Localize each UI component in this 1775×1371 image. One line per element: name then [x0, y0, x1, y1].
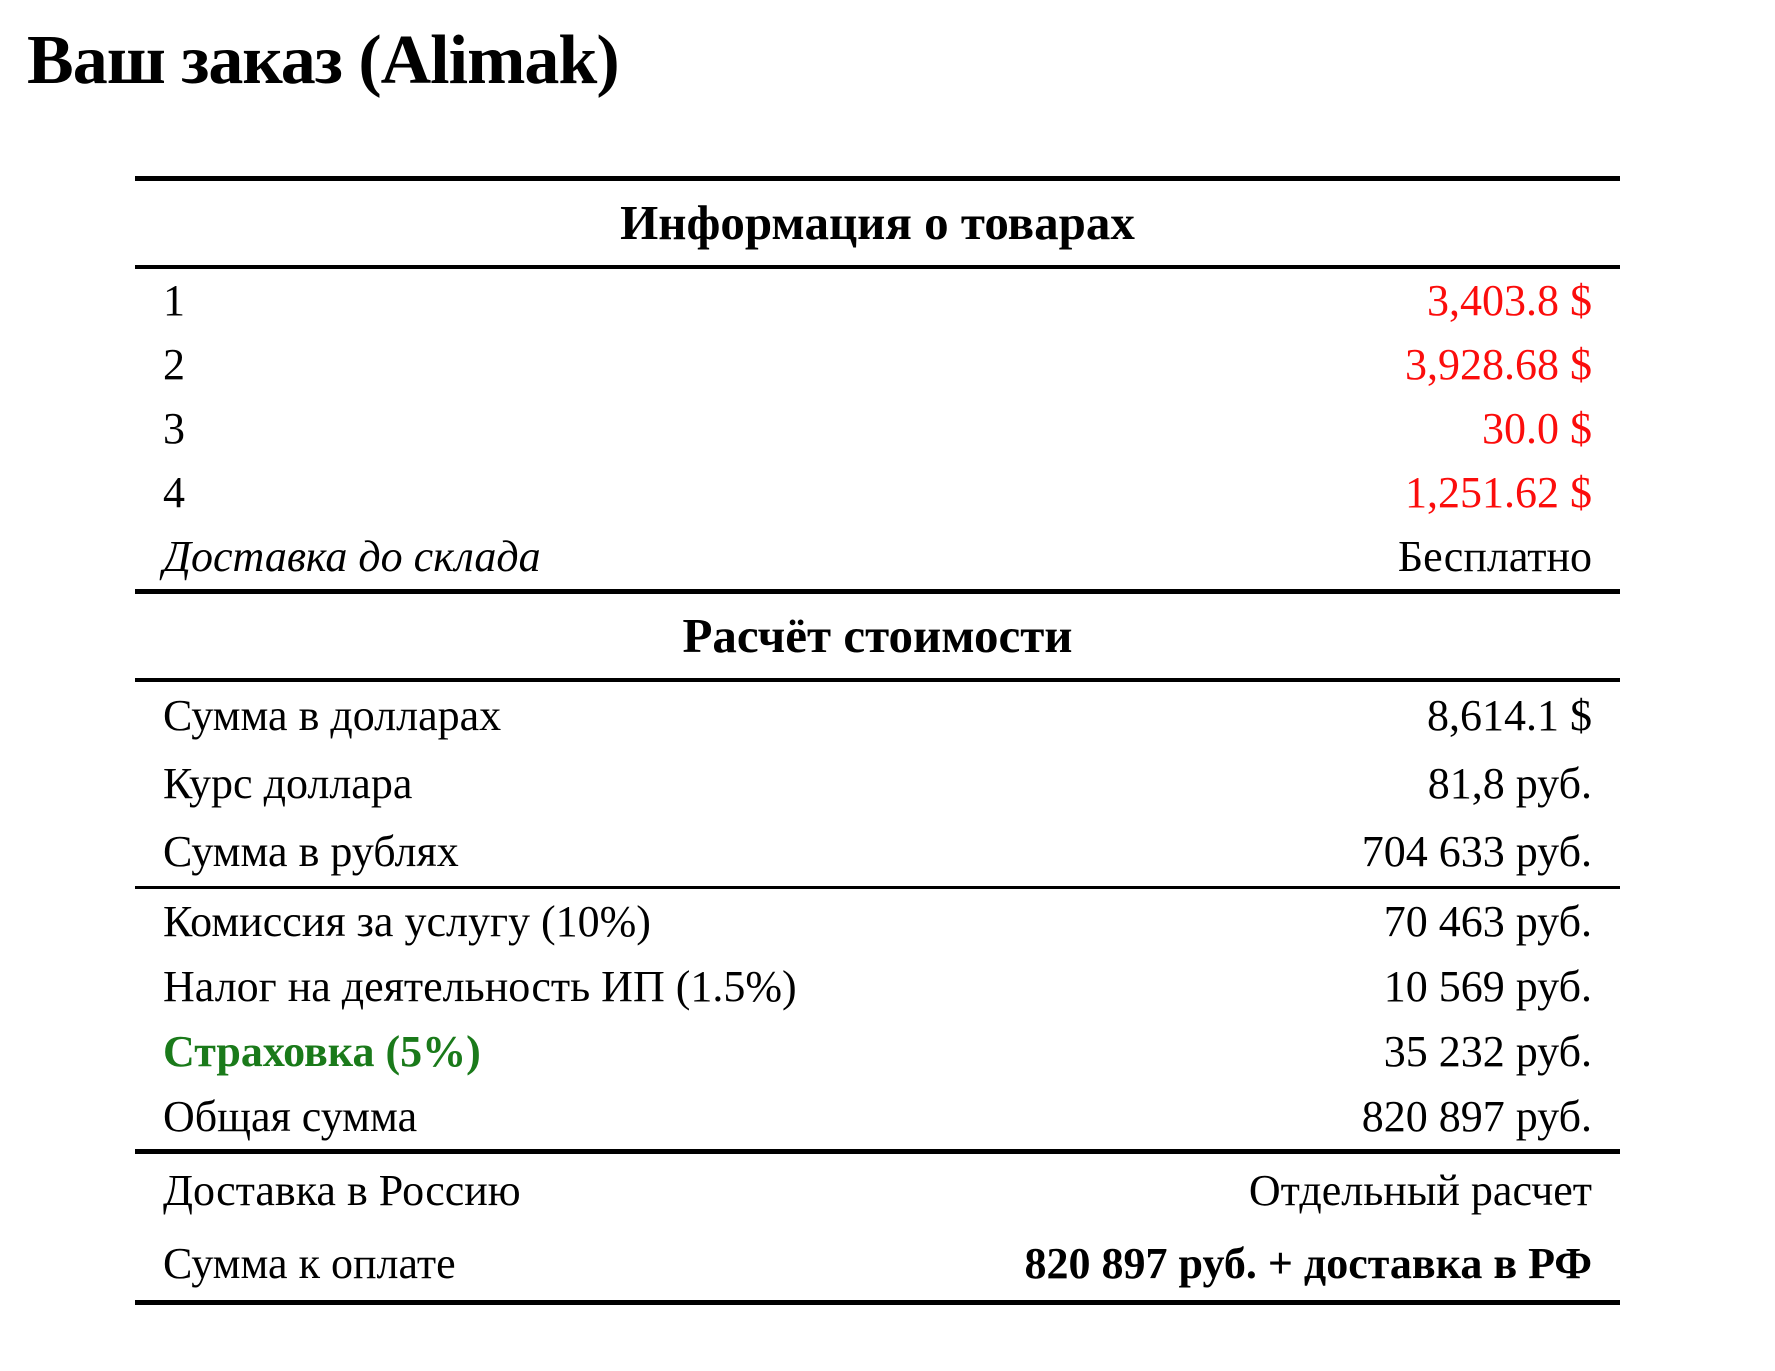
product-number: 2: [163, 340, 185, 389]
cost-totals-rows: Сумма в долларах 8,614.1 $ Курс доллара …: [135, 680, 1620, 888]
table-row: Общая сумма 820 897 руб.: [135, 1084, 1620, 1152]
section-header-products: Информация о товарах: [135, 175, 1620, 269]
usd-rate-label: Курс доллара: [163, 759, 413, 808]
product-number: 4: [163, 468, 185, 517]
table-row: Комиссия за услугу (10%) 70 463 руб.: [135, 885, 1620, 954]
cost-final-rows: Доставка в Россию Отдельный расчет Сумма…: [135, 1148, 1620, 1303]
usd-total-label: Сумма в долларах: [163, 691, 502, 740]
table-row: Налог на деятельность ИП (1.5%) 10 569 р…: [135, 954, 1620, 1019]
table-row: Расчёт стоимости: [135, 588, 1620, 682]
order-table: Информация о товарах 1 3,403.8 $ 2 3,928…: [135, 175, 1620, 1305]
table-row: Сумма к оплате 820 897 руб. + доставка в…: [135, 1227, 1620, 1303]
table-row: 1 3,403.8 $: [135, 267, 1620, 333]
tax-label: Налог на деятельность ИП (1.5%): [163, 961, 797, 1011]
amount-due-value: 820 897 руб. + доставка в РФ: [1024, 1238, 1592, 1288]
table-row: 4 1,251.62 $: [135, 461, 1620, 525]
product-price: 3,403.8 $: [1427, 276, 1592, 325]
page-title: Ваш заказ (Alimak): [27, 22, 620, 99]
usd-rate-value: 81,8 руб.: [1427, 759, 1592, 808]
product-price: 30.0 $: [1482, 404, 1592, 453]
rub-total-value: 704 633 руб.: [1361, 827, 1592, 876]
cost-section: Расчёт стоимости: [135, 588, 1620, 682]
amount-due-label: Сумма к оплате: [163, 1238, 456, 1288]
product-price: 3,928.68 $: [1405, 340, 1592, 389]
commission-value: 70 463 руб.: [996, 885, 1620, 954]
table-row: 2 3,928.68 $: [135, 333, 1620, 397]
product-number: 3: [163, 404, 185, 453]
warehouse-delivery-label: Доставка до склада: [163, 532, 541, 581]
grand-total-value: 820 897 руб.: [1361, 1091, 1592, 1141]
insurance-value: 35 232 руб.: [1383, 1026, 1592, 1076]
table-row: 3 30.0 $: [135, 397, 1620, 461]
insurance-label: Страховка (5%): [163, 1026, 481, 1076]
products-rows: 1 3,403.8 $ 2 3,928.68 $ 3 30.0 $ 4 1,25…: [135, 267, 1620, 592]
table-row: Сумма в рублях 704 633 руб.: [135, 818, 1620, 888]
table-row: Доставка в Россию Отдельный расчет: [135, 1148, 1620, 1227]
russia-delivery-value: Отдельный расчет: [996, 1148, 1620, 1227]
table-row: Страховка (5%) 35 232 руб.: [135, 1019, 1620, 1084]
rub-total-label: Сумма в рублях: [163, 827, 459, 876]
table-row: Курс доллара 81,8 руб.: [135, 750, 1620, 818]
cost-fees-rows: Комиссия за услугу (10%) 70 463 руб. Нал…: [135, 885, 1620, 1152]
usd-total-value: 8,614.1 $: [1427, 691, 1592, 740]
products-section: Информация о товарах: [135, 175, 1620, 269]
table-row: Доставка до склада Бесплатно: [135, 525, 1620, 592]
warehouse-delivery-value: Бесплатно: [1397, 532, 1592, 581]
table-row: Информация о товарах: [135, 175, 1620, 269]
product-price: 1,251.62 $: [1405, 468, 1592, 517]
table-row: Сумма в долларах 8,614.1 $: [135, 680, 1620, 750]
tax-value: 10 569 руб.: [1383, 961, 1592, 1011]
grand-total-label: Общая сумма: [163, 1091, 418, 1141]
section-header-cost: Расчёт стоимости: [135, 588, 1620, 682]
russia-delivery-label: Доставка в Россию: [135, 1148, 997, 1227]
product-number: 1: [163, 276, 185, 325]
commission-label: Комиссия за услугу (10%): [135, 885, 997, 954]
